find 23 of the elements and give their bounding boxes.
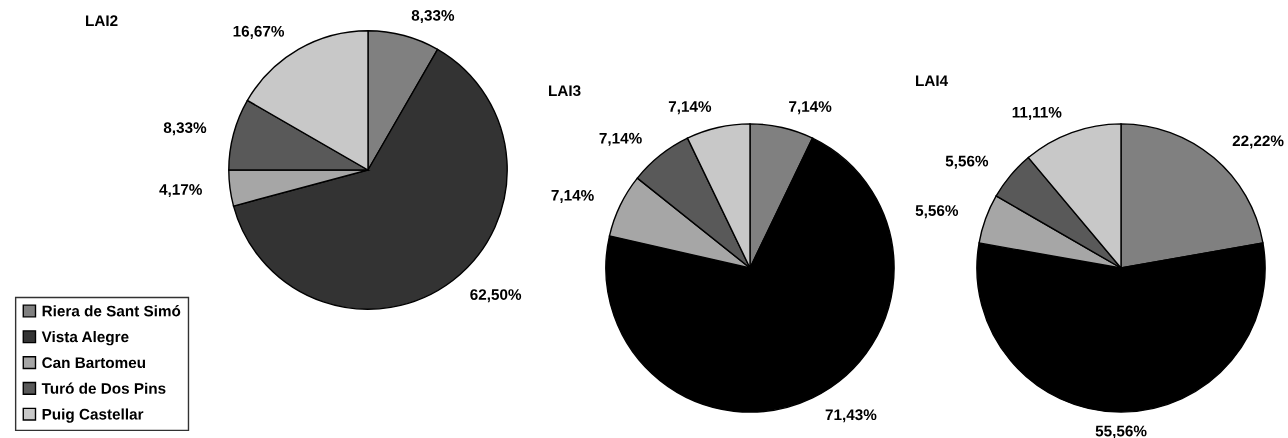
chart-title: LAI4: [916, 75, 949, 86]
data-label: 7,14%: [599, 132, 642, 146]
legend-label: Turó de Dos Pins: [41, 382, 166, 394]
data-label: 7,14%: [668, 101, 712, 115]
chart-title: LAI3: [549, 85, 581, 97]
legend-label: Can Bartomeu: [42, 357, 146, 369]
data-label: 16,67%: [233, 25, 285, 39]
chart-title: LAI2: [86, 15, 118, 26]
data-label: 62,50%: [470, 289, 522, 303]
data-label: 71,43%: [825, 409, 877, 423]
legend-label: Puig Castellar: [42, 408, 144, 423]
legend-label: Riera de Sant Simó: [42, 305, 181, 317]
data-label: 7,14%: [551, 189, 594, 203]
data-label: 8,33%: [411, 9, 455, 24]
data-label: 5,56%: [945, 155, 989, 169]
data-label: 5,56%: [915, 205, 959, 219]
data-label: 55,56%: [1095, 425, 1147, 438]
data-label: 7,14%: [789, 101, 832, 115]
data-label: 8,33%: [163, 122, 207, 136]
legend-label: Vista Alegre: [41, 331, 129, 346]
data-label: 11,11%: [1012, 106, 1062, 120]
data-label: 4,17%: [159, 184, 202, 198]
data-label: 22,22%: [1232, 135, 1284, 149]
